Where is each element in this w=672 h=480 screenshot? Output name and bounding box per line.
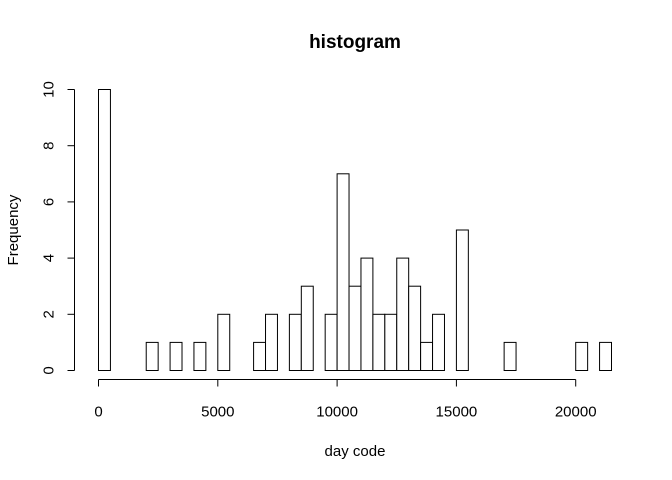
histogram-bar (432, 313, 445, 371)
histogram-bar (384, 313, 398, 371)
y-axis-label: Frequency (5, 194, 22, 265)
histogram-bar (372, 313, 386, 371)
x-axis-label: day code (325, 443, 386, 460)
x-tick-label: 0 (94, 404, 102, 421)
y-tick-label: 4 (41, 254, 58, 262)
histogram-bar (324, 313, 338, 371)
histogram-bar (336, 173, 350, 371)
histogram-bar (420, 341, 434, 371)
histogram-bar (145, 341, 159, 371)
x-axis: 0 5000 10000 15000 20000 (94, 379, 597, 421)
y-tick-label: 10 (41, 81, 58, 98)
y-tick-label: 0 (41, 366, 58, 374)
histogram-bar (408, 285, 422, 372)
histogram-bar (503, 341, 517, 371)
x-tick-label: 10000 (316, 404, 358, 421)
y-tick-label: 6 (41, 198, 58, 206)
histogram-bar (193, 341, 207, 371)
histogram-bar (348, 285, 362, 372)
chart-title: histogram (309, 32, 401, 53)
histogram-bar (98, 89, 111, 371)
histogram-bar (300, 285, 314, 372)
y-tick-label: 2 (41, 310, 58, 318)
histogram-bar (169, 341, 183, 371)
x-tick-label: 20000 (555, 404, 597, 421)
x-tick-label: 5000 (201, 404, 234, 421)
histogram-bar (360, 257, 374, 372)
histogram-bar (575, 341, 589, 371)
histogram-bar (288, 313, 302, 371)
y-axis: 0 2 4 6 8 10 (41, 81, 75, 375)
bars (98, 89, 612, 372)
histogram-bar (599, 341, 612, 371)
histogram-bar (396, 257, 410, 372)
histogram-bar (217, 313, 231, 371)
histogram-bar (253, 341, 267, 371)
y-tick-label: 8 (41, 142, 58, 150)
histogram-bar (455, 229, 469, 371)
x-tick-label: 15000 (436, 404, 478, 421)
histogram-bar (265, 313, 278, 371)
